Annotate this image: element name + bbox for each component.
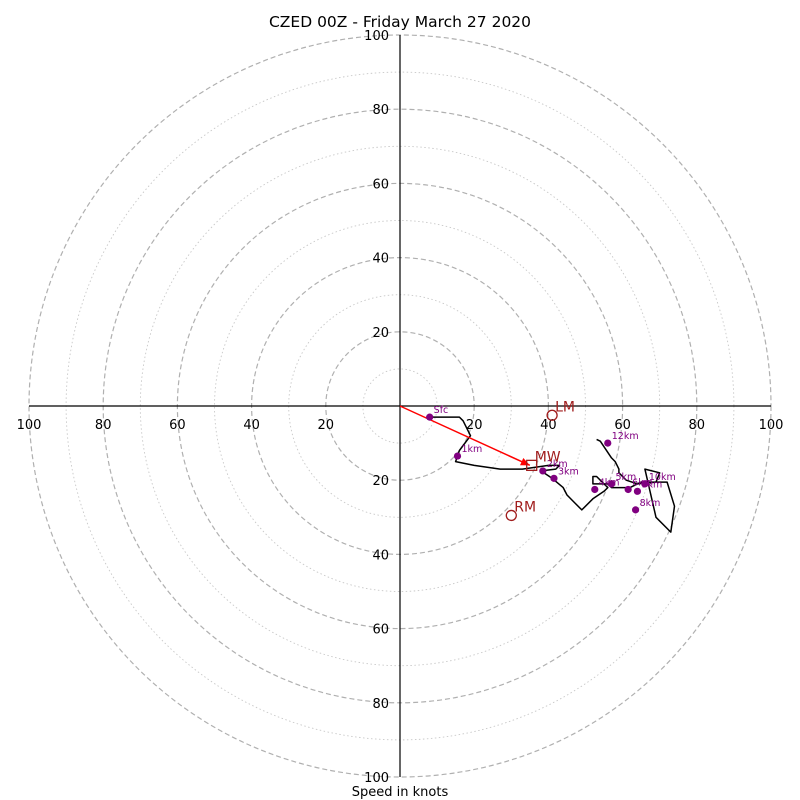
height-marker-dot [539,467,547,475]
x-tick-label: 60 [169,418,186,433]
storm-motion-marker [526,459,538,472]
height-marker-label: 1km [462,444,483,455]
storm-motion-label: RM [514,499,536,515]
y-tick-label: 40 [372,548,389,563]
height-marker-label: 2km [547,459,568,470]
x-axis-label: Speed in knots [352,785,449,800]
chart-title: CZED 00Z - Friday March 27 2020 [269,13,531,31]
height-markers: Sfc1km2km3km4km5km6km9km10km8km12km [426,405,676,514]
y-tick-label: 80 [372,697,389,712]
y-tick-label: 60 [372,623,389,638]
x-tick-label: 100 [17,418,42,433]
mean-wind-vector-arrowhead [520,457,530,466]
height-marker-label: 5km [615,472,636,483]
x-tick-label: 60 [614,418,631,433]
y-tick-label: 100 [364,29,389,44]
x-tick-label: 80 [95,418,112,433]
storm-motion-marker [546,409,558,421]
y-tick-label: 20 [372,326,389,341]
height-marker-dot [624,485,632,494]
x-tick-label: 40 [540,418,557,433]
height-marker-label: 8km [640,498,661,509]
x-tick-label: 20 [318,418,335,433]
x-tick-label: 80 [689,418,706,433]
mean-wind-vector [399,405,531,467]
height-marker-label: 12km [612,431,639,442]
x-tick-label: 100 [759,418,784,433]
y-tick-label: 40 [372,252,389,267]
x-tick-label: 20 [466,418,483,433]
tick-labels: 20 20 20 20 40 40 40 40 60 60 60 60 80 80 80 80 100 100 10… [17,29,784,786]
height-marker-dot [604,439,612,447]
storm-motion-markers: LM MW RM [505,399,575,522]
x-tick-label: 40 [243,418,260,433]
y-tick-label: 100 [364,771,389,786]
height-marker-dot [607,480,616,488]
height-marker-label: 10km [649,472,676,483]
storm-motion-marker [505,509,517,522]
height-marker-dot [591,485,599,494]
height-marker-dot [641,480,649,488]
height-marker-dot [426,413,434,421]
height-marker-dot [633,487,642,495]
y-tick-label: 60 [372,177,389,192]
y-tick-label: 80 [372,103,389,118]
mean-wind-vector-line [399,405,531,467]
storm-motion-label: LM [555,399,575,415]
height-marker-dot [631,506,640,514]
height-marker-dot [453,452,462,460]
height-marker-label: Sfc [434,405,449,416]
height-marker-dot [550,474,558,482]
y-tick-label: 20 [372,474,389,489]
storm-motion-label: MW [535,449,561,465]
height-marker-label: 3km [558,466,579,477]
height-marker-label: 9km [641,479,662,490]
